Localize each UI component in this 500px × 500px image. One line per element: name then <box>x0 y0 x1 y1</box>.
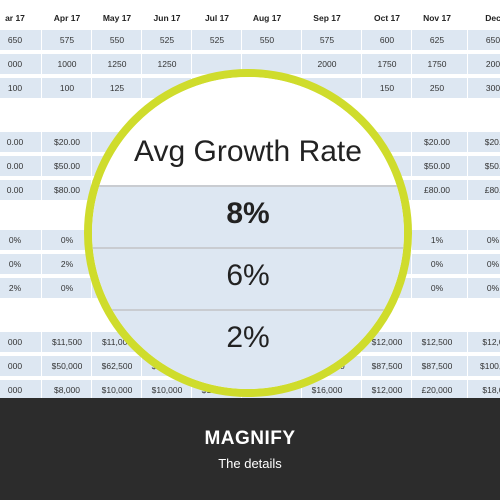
table-cell[interactable]: 650 <box>7 35 23 45</box>
table-cell[interactable]: 0% <box>8 259 22 269</box>
table-cell[interactable]: 0% <box>60 283 74 293</box>
table-cell[interactable]: $8,000 <box>54 385 80 395</box>
table-cell[interactable]: 525 <box>159 35 175 45</box>
column-header: Nov 17 <box>423 13 451 23</box>
table-cell[interactable]: 0% <box>486 259 500 269</box>
magnifier-value-3: 2% <box>226 321 270 354</box>
table-cell[interactable]: 0.00 <box>6 137 24 147</box>
table-cell[interactable]: 100 <box>59 83 75 93</box>
table-cell[interactable]: 000 <box>7 385 23 395</box>
table-cell[interactable]: 2000 <box>317 59 337 69</box>
table-cell[interactable]: 650 <box>485 35 500 45</box>
table-cell[interactable]: $80.00 <box>54 185 80 195</box>
table-cell[interactable]: 625 <box>429 35 445 45</box>
column-divider <box>467 0 468 398</box>
magnifier-value-2: 6% <box>226 259 270 292</box>
magnifier-divider <box>92 309 404 311</box>
table-cell[interactable]: 0% <box>430 283 444 293</box>
column-header: Jul 17 <box>204 13 230 23</box>
magnifier-title: Avg Growth Rate <box>134 135 362 168</box>
table-cell[interactable]: $12,500 <box>421 337 453 347</box>
magnifier-lens: Avg Growth Rate 8% 6% 2% <box>84 69 412 397</box>
table-cell[interactable]: £80. <box>484 185 500 195</box>
table-cell[interactable]: $20.00 <box>54 137 80 147</box>
table-cell[interactable]: 550 <box>109 35 125 45</box>
footer-subtitle: The details <box>218 456 282 471</box>
table-cell[interactable]: $100,0 <box>480 361 500 371</box>
column-header: May 17 <box>102 13 132 23</box>
footer-banner: MAGNIFY The details <box>0 398 500 500</box>
table-cell[interactable]: 0.00 <box>6 161 24 171</box>
table-cell[interactable]: $20.00 <box>424 137 450 147</box>
table-cell[interactable]: $50.00 <box>54 161 80 171</box>
table-cell[interactable]: $87,500 <box>421 361 453 371</box>
column-header: Apr 17 <box>53 13 81 23</box>
table-cell[interactable]: 300 <box>485 83 500 93</box>
table-cell[interactable]: 0.00 <box>6 185 24 195</box>
column-header: Dec <box>485 13 500 23</box>
column-header: Aug 17 <box>252 13 282 23</box>
table-cell[interactable]: 575 <box>319 35 335 45</box>
table-cell[interactable]: 0% <box>486 235 500 245</box>
column-header: ar 17 <box>5 13 25 23</box>
table-cell[interactable]: $11,500 <box>51 337 83 347</box>
table-cell[interactable]: $50.00 <box>424 161 450 171</box>
table-cell[interactable]: 1250 <box>107 59 127 69</box>
table-cell[interactable]: £80.00 <box>424 185 450 195</box>
table-cell[interactable]: $12,000 <box>371 385 403 395</box>
magnifier-value-1: 8% <box>226 197 270 230</box>
table-cell[interactable]: 575 <box>59 35 75 45</box>
table-cell[interactable]: 2% <box>60 259 74 269</box>
column-header: Jun 17 <box>153 13 181 23</box>
table-cell[interactable]: $20. <box>484 137 500 147</box>
footer-title: MAGNIFY <box>204 428 296 449</box>
table-cell[interactable]: 0% <box>8 235 22 245</box>
table-cell[interactable]: $10,000 <box>151 385 183 395</box>
table-cell[interactable]: $50,000 <box>51 361 83 371</box>
table-cell[interactable]: 550 <box>259 35 275 45</box>
table-cell[interactable]: 1750 <box>427 59 447 69</box>
table-cell[interactable]: 1% <box>430 235 444 245</box>
table-cell[interactable]: £20,000 <box>421 385 453 395</box>
table-cell[interactable]: 2% <box>8 283 22 293</box>
table-row <box>0 30 500 50</box>
table-cell[interactable]: $12,0 <box>482 337 500 347</box>
table-cell[interactable]: $10,000 <box>101 385 133 395</box>
table-cell[interactable]: $50. <box>484 161 500 171</box>
magnifier-divider <box>92 247 404 249</box>
table-cell[interactable]: 525 <box>209 35 225 45</box>
column-header: Oct 17 <box>374 13 400 23</box>
table-cell[interactable]: 000 <box>7 361 23 371</box>
column-divider <box>411 0 412 398</box>
table-cell[interactable]: 000 <box>7 337 23 347</box>
magnifier-divider <box>92 185 404 187</box>
table-cell[interactable]: 0% <box>486 283 500 293</box>
column-divider <box>41 0 42 398</box>
table-cell[interactable]: 0% <box>60 235 74 245</box>
table-cell[interactable]: 000 <box>7 59 23 69</box>
column-header: Sep 17 <box>313 13 341 23</box>
table-cell[interactable]: 250 <box>429 83 445 93</box>
table-cell[interactable]: $16,000 <box>311 385 343 395</box>
table-cell[interactable]: $18,0 <box>482 385 500 395</box>
table-row <box>0 54 500 74</box>
table-cell[interactable]: 1250 <box>157 59 177 69</box>
table-cell[interactable]: 100 <box>7 83 23 93</box>
table-cell[interactable]: 0% <box>430 259 444 269</box>
table-cell[interactable]: 200 <box>485 59 500 69</box>
table-cell[interactable]: 600 <box>379 35 395 45</box>
table-cell[interactable]: 1750 <box>377 59 397 69</box>
table-cell[interactable]: 1000 <box>57 59 77 69</box>
